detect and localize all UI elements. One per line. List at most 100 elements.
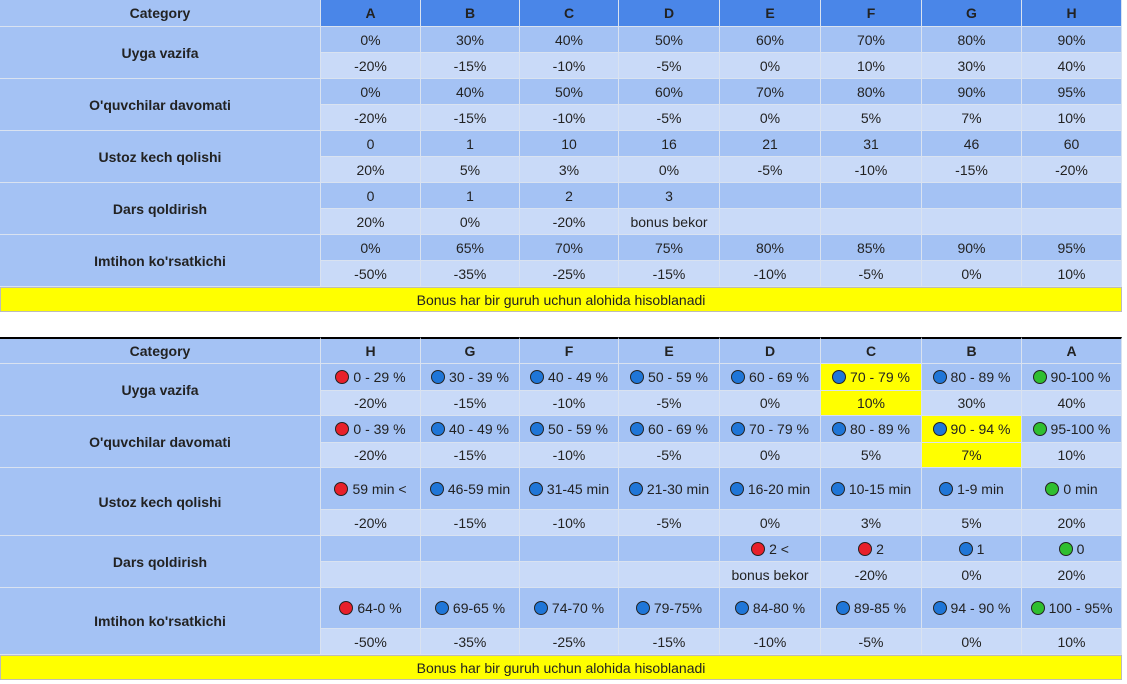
cell-text: 50 - 59 %: [648, 369, 708, 385]
cell-text: 0 - 29 %: [353, 369, 406, 385]
cell-text: Uyga vazifa: [121, 381, 199, 398]
cell-text: Ustoz kech qolishi: [98, 493, 222, 510]
value-cell: 30 - 39 %: [421, 364, 520, 391]
status-dot: [1030, 601, 1045, 615]
bonus-cell: 3%: [821, 510, 922, 536]
cell-text: 70%: [755, 83, 785, 100]
cell-text: Dars qoldirish: [112, 553, 208, 570]
status-dot: [334, 481, 349, 496]
status-dot: [835, 601, 850, 615]
cell-text: G: [464, 343, 476, 359]
cell-text: F: [866, 5, 876, 21]
cell-text: O'quvchilar davomati: [89, 96, 231, 113]
bonus-cell: [619, 562, 720, 588]
cell-text: -25%: [552, 265, 586, 282]
cell-text: -20%: [354, 395, 387, 411]
cell-text: -5%: [656, 109, 682, 126]
bonus-cell: 0%: [619, 157, 720, 183]
cell-text: Category: [129, 5, 191, 21]
cell-text: -10%: [552, 109, 586, 126]
cell-text: 1: [466, 187, 474, 204]
cell-text: 74-70 %: [551, 600, 605, 616]
value-cell: 79-75%: [619, 588, 720, 629]
value-cell: 80%: [922, 27, 1022, 53]
bonus-cell: 0%: [922, 562, 1022, 588]
value-cell: 100 - 95%: [1022, 588, 1122, 629]
cell-text: 69-65 %: [452, 600, 506, 616]
cell-text: B: [966, 343, 977, 359]
cell-text: 30%: [455, 31, 485, 48]
cell-text: -15%: [652, 633, 686, 650]
cell-text: 0%: [360, 83, 381, 100]
cell-text: 16-20 min: [747, 480, 811, 497]
cell-text: 84-80 %: [752, 600, 806, 616]
cell-text: 0%: [658, 161, 680, 178]
cell-text: -10%: [753, 633, 787, 650]
cell-text: -5%: [656, 57, 682, 74]
bonus-cell: -10%: [520, 443, 619, 468]
value-cell: [821, 183, 922, 209]
cell-text: 80 - 89 %: [950, 369, 1011, 385]
cell-text: 0 min: [1063, 480, 1098, 497]
value-cell: 64-0 %: [321, 588, 421, 629]
cell-text: -15%: [955, 161, 988, 178]
status-dot: [1058, 541, 1073, 556]
header-cell: E: [619, 337, 720, 364]
cell-text: 50%: [654, 31, 684, 48]
bonus-cell: 5%: [821, 443, 922, 468]
cell-text: 31: [863, 135, 879, 152]
cell-text: 20%: [1057, 514, 1086, 531]
bonus-cell: -25%: [520, 261, 619, 287]
cell-text: 0%: [961, 265, 982, 282]
cell-text: Ustoz kech qolishi: [98, 148, 222, 165]
bonus-cell: 0%: [720, 510, 821, 536]
value-cell: 80%: [821, 79, 922, 105]
bonus-cell: 5%: [922, 510, 1022, 536]
cell-text: 59 min <: [352, 480, 407, 497]
cell-text: E: [765, 5, 775, 21]
bonus-cell: -10%: [520, 391, 619, 416]
cell-text: -10%: [753, 265, 787, 282]
cell-text: 60 - 69 %: [648, 421, 708, 437]
cell-text: 0%: [759, 447, 781, 463]
bonus-cell: 20%: [321, 209, 421, 235]
bonus-cell: -50%: [321, 261, 421, 287]
bonus-cell: -20%: [821, 562, 922, 588]
cell-text: 40%: [1057, 395, 1086, 411]
cell-text: Dars qoldirish: [112, 200, 208, 217]
value-cell: 0%: [321, 79, 421, 105]
category-cell: Imtihon ko'rsatkichi: [0, 235, 321, 287]
cell-text: 0: [366, 135, 375, 152]
header-cell: D: [720, 337, 821, 364]
header-cell: Category: [0, 0, 323, 29]
value-cell: 60 - 69 %: [720, 364, 821, 391]
bonus-cell: 0%: [720, 391, 821, 416]
value-cell: 50%: [520, 79, 619, 105]
cell-text: -15%: [453, 109, 487, 126]
value-cell: 90%: [922, 235, 1022, 261]
cell-text: 90%: [957, 239, 986, 256]
cell-text: -5%: [757, 161, 783, 178]
bonus-cell: bonus bekor: [720, 562, 821, 588]
header-cell: H: [1022, 0, 1122, 27]
cell-text: -5%: [858, 633, 884, 650]
bonus-cell: 40%: [1022, 391, 1122, 416]
bonus-cell: -5%: [619, 105, 720, 131]
status-dot: [530, 370, 545, 384]
value-cell: 0%: [321, 235, 421, 261]
status-dot: [858, 541, 873, 556]
value-cell: [619, 536, 720, 562]
cell-text: 0: [366, 187, 375, 204]
bonus-cell: -20%: [321, 443, 421, 468]
cell-text: 85%: [856, 239, 886, 256]
cell-text: -50%: [354, 633, 387, 650]
cell-text: 0%: [961, 633, 982, 650]
cell-text: 90 - 94 %: [950, 421, 1011, 437]
bonus-cell: 0%: [922, 629, 1022, 655]
bonus-cell: 30%: [922, 391, 1022, 416]
value-cell: 0: [321, 183, 421, 209]
cell-text: 79-75%: [653, 600, 703, 616]
bonus-cell: -5%: [821, 261, 922, 287]
bonus-cell: 7%: [922, 105, 1022, 131]
value-cell: 90-100 %: [1022, 364, 1122, 391]
